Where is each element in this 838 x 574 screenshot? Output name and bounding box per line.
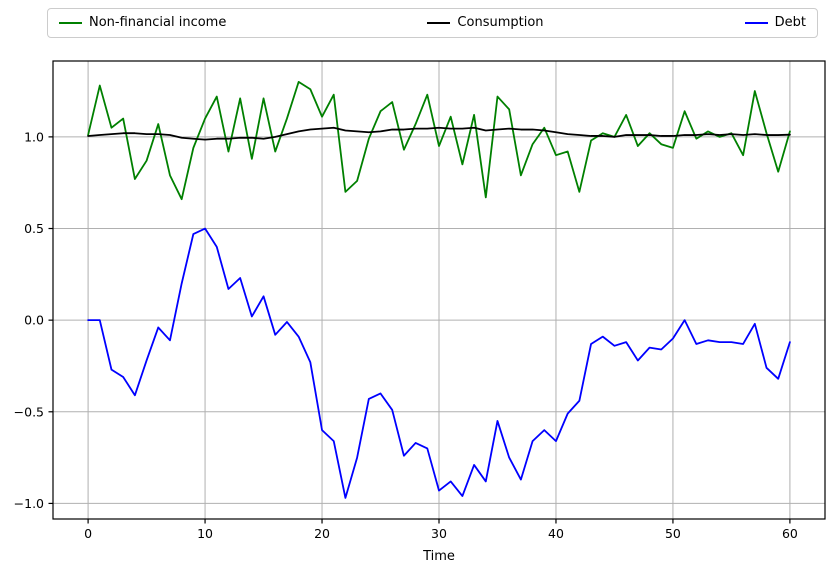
series-line-non-financial-income bbox=[87, 80, 791, 201]
y-tick-label: 1.0 bbox=[24, 129, 44, 144]
x-tick-label: 40 bbox=[548, 526, 564, 541]
legend-line-swatch-blue bbox=[744, 22, 768, 24]
y-tick-label: 0.5 bbox=[24, 221, 44, 236]
legend-label-non-financial-income: Non-financial income bbox=[89, 15, 227, 30]
x-tick-label: 20 bbox=[314, 526, 330, 541]
x-tick-label: 60 bbox=[782, 526, 798, 541]
series-line-debt bbox=[87, 227, 791, 499]
x-tick-label: 0 bbox=[84, 526, 92, 541]
y-tick-label: −0.5 bbox=[14, 404, 44, 419]
x-tick-label: 10 bbox=[197, 526, 213, 541]
legend-line-swatch-black bbox=[427, 22, 451, 24]
series-line-consumption bbox=[87, 126, 791, 141]
legend-line-swatch-green bbox=[59, 22, 82, 24]
x-axis-title: Time bbox=[423, 549, 455, 564]
legend: Non-financial income Consumption Debt bbox=[47, 8, 818, 38]
x-tick-label: 30 bbox=[431, 526, 447, 541]
legend-item-debt: Debt bbox=[744, 15, 806, 30]
legend-label-consumption: Consumption bbox=[457, 15, 544, 30]
y-tick-label: −1.0 bbox=[14, 496, 44, 511]
legend-item-non-financial-income: Non-financial income bbox=[59, 16, 226, 30]
x-tick-label: 50 bbox=[665, 526, 681, 541]
y-tick-label: 0.0 bbox=[24, 313, 44, 328]
legend-item-consumption: Consumption bbox=[427, 15, 544, 30]
legend-label-debt: Debt bbox=[774, 15, 806, 30]
